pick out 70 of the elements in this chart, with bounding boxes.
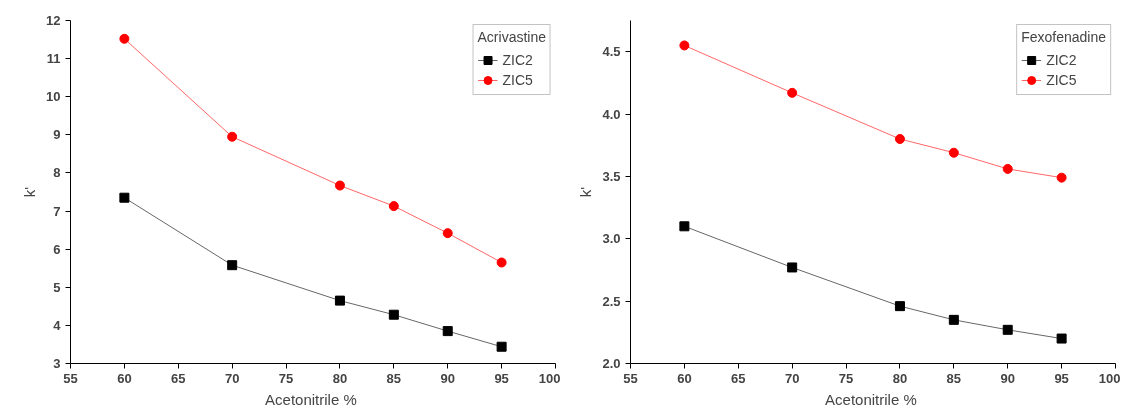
y-tick-label: 4.5 [602,44,621,60]
y-axis-title: k' [577,186,595,198]
x-tick-label: 75 [838,370,854,386]
x-tick-label: 85 [946,370,962,386]
point [334,295,345,306]
x-tick-label: 80 [332,370,348,386]
y-axis-title: k' [21,186,39,198]
x-tick-label: 90 [1000,370,1015,386]
point [1056,172,1067,183]
x-tick-label: 70 [224,370,240,386]
x-tick-label: 55 [623,370,638,386]
x-tick-label: 60 [117,370,132,386]
point [894,134,905,144]
y-tick-label: 2.0 [602,356,621,371]
y-tick-label: 9 [53,127,61,143]
point [442,228,453,239]
point [334,180,345,191]
legend-label: ZIC2 [1046,52,1077,68]
point [1002,163,1013,174]
point [679,40,690,51]
point [496,341,507,352]
y-tick-label: 3.5 [602,168,621,184]
point [948,147,959,158]
x-tick-label: 85 [386,370,402,386]
point [227,260,238,271]
x-tick-label: 60 [677,370,692,386]
point [442,326,453,337]
point [496,257,507,268]
point [787,87,798,98]
x-tick-label: 100 [538,370,561,386]
point [1056,333,1067,344]
x-tick-label: 80 [892,370,908,386]
y-tick-label: 7 [53,203,61,219]
y-tick-label: 3 [53,356,61,371]
x-axis-title: Acetonitrile % [265,390,357,408]
point [787,262,798,273]
y-tick-label: 5 [53,279,61,295]
x-axis-title: Acetonitrile % [825,390,917,408]
legend-title: Acrivastine [477,29,546,45]
y-tick-label: 10 [46,89,61,105]
x-tick-label: 70 [784,370,800,386]
x-tick-label: 55 [63,370,78,386]
y-tick-label: 11 [46,51,61,67]
x-tick-label: 100 [1098,370,1121,386]
x-tick-label: 75 [278,370,294,386]
x-tick-label: 65 [731,370,746,386]
y-tick-label: 12 [46,13,61,28]
legend-label: ZIC5 [502,72,533,88]
point [119,33,130,44]
x-tick-label: 95 [1054,370,1069,386]
point [948,314,959,325]
point [1002,324,1013,335]
point [388,309,399,320]
legend-label: ZIC5 [1046,72,1077,88]
y-tick-label: 8 [53,165,61,181]
point [894,301,905,312]
point [227,131,238,142]
y-tick-label: 6 [53,241,61,257]
y-tick-label: 4.0 [602,106,621,122]
x-tick-label: 90 [440,370,455,386]
x-tick-label: 95 [494,370,509,386]
point [388,201,399,212]
y-tick-label: 3.0 [602,231,621,247]
legend-title: Fexofenadine [1021,29,1106,45]
y-tick-label: 2.5 [602,293,621,309]
x-tick-label: 65 [171,370,186,386]
legend-label: ZIC2 [502,52,533,68]
y-tick-label: 4 [53,317,62,333]
point [119,192,130,203]
point [679,221,690,232]
